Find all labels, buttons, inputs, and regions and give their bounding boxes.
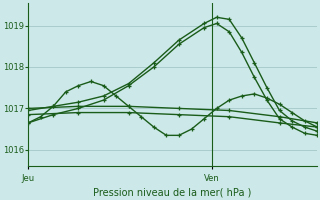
X-axis label: Pression niveau de la mer( hPa ): Pression niveau de la mer( hPa ) (93, 187, 252, 197)
